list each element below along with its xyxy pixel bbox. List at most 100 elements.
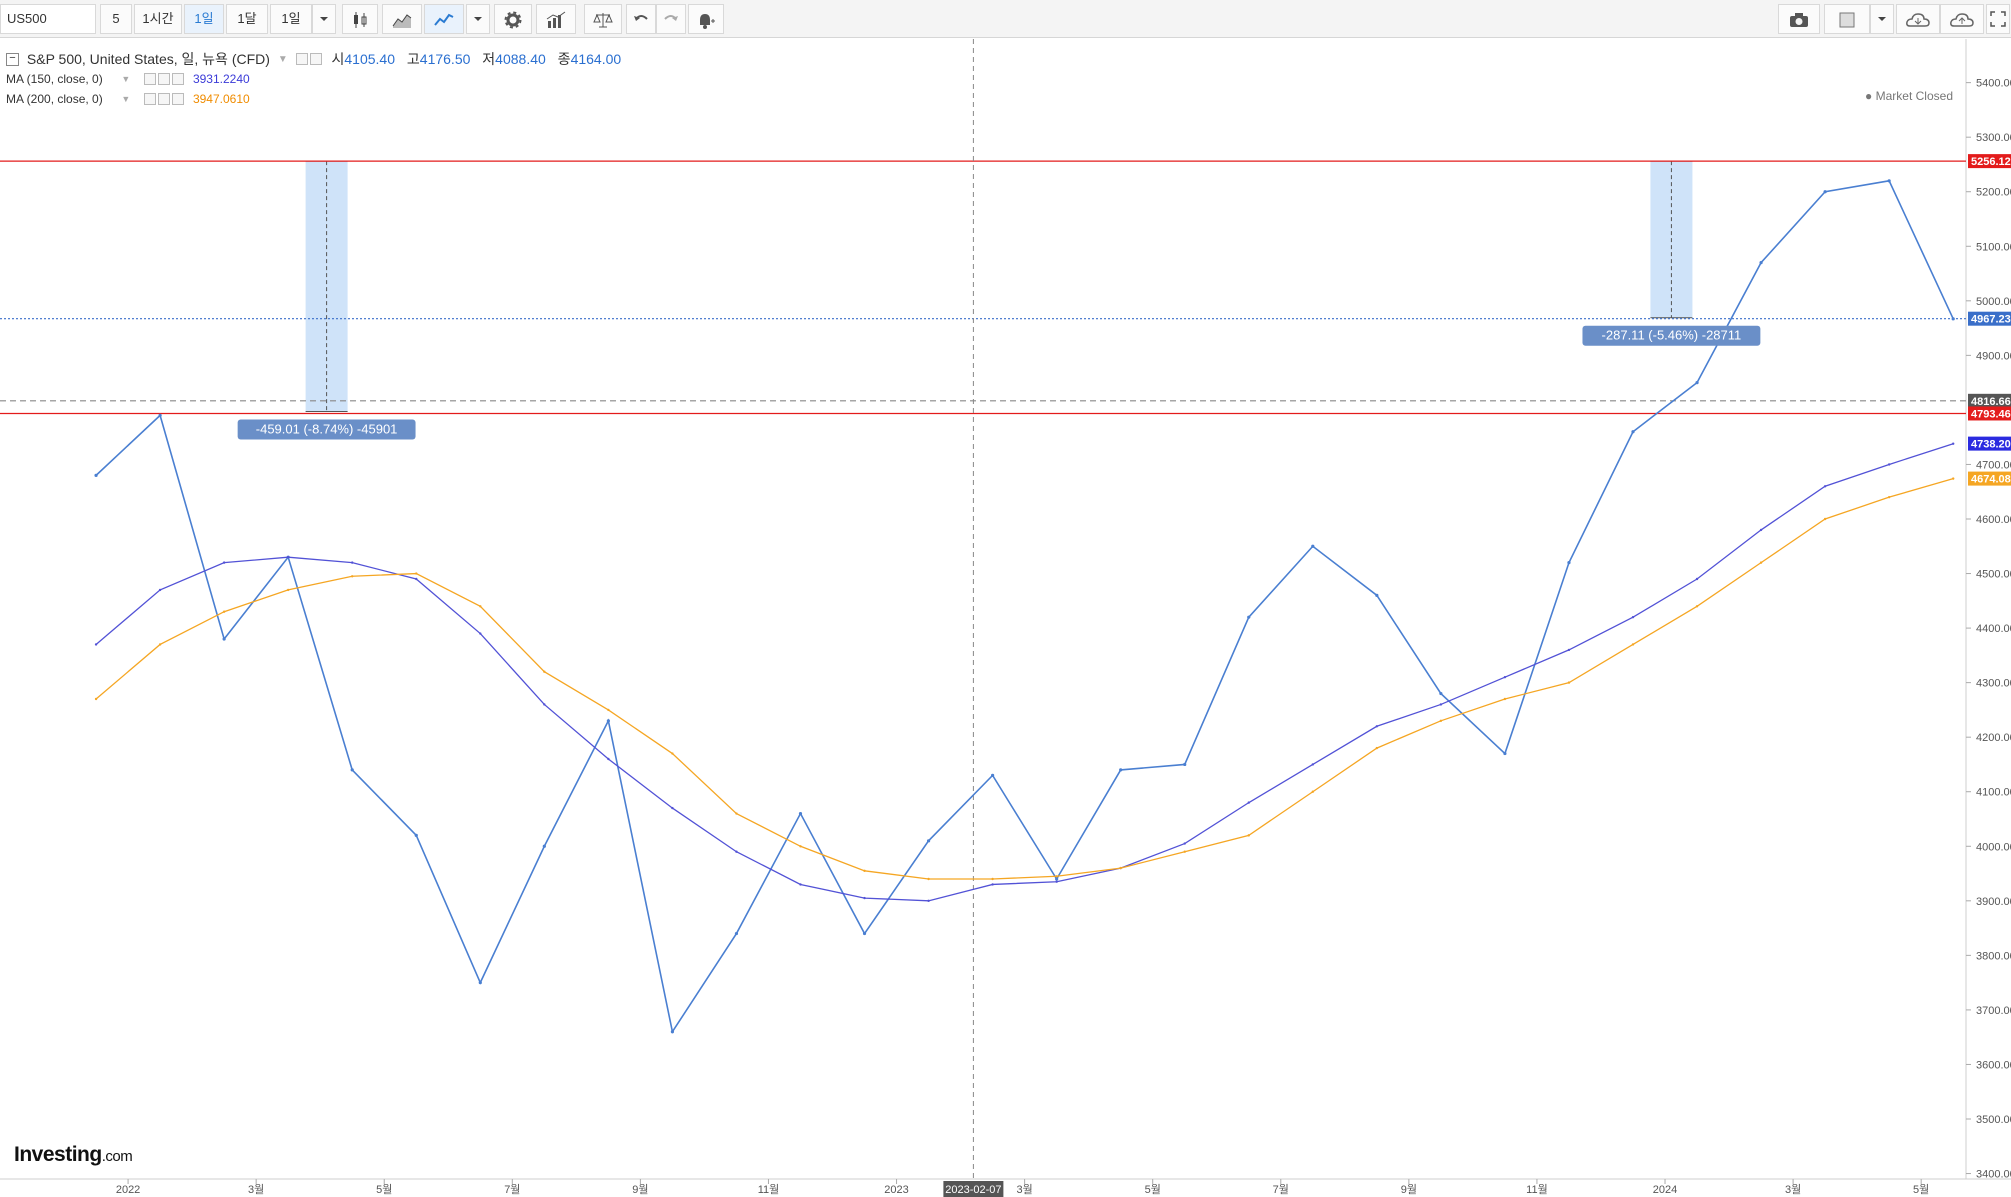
compare-button[interactable] [584,4,622,34]
y-tick-label: 3600.00 [1976,1059,2011,1071]
ma150-value: 3931.2240 [192,71,250,86]
open-label: 시 [331,51,345,67]
candlestick-button[interactable] [342,4,378,34]
x-tick-label: 5월 [1145,1183,1161,1196]
x-tick-label: 2022 [116,1184,140,1196]
cloud-load-button[interactable] [1896,4,1940,34]
layout-dropdown-button[interactable] [1870,4,1894,34]
y-tick-label: 3700.00 [1976,1005,2011,1017]
ma200-value: 3947.0610 [192,91,250,106]
indicators-button[interactable] [536,4,576,34]
legend-dropdown-icon[interactable]: ▼ [277,53,288,65]
interval-1d-button[interactable]: 1일 [184,4,224,34]
measure-box [305,161,348,412]
undo-icon [634,15,648,21]
legend-dropdown-icon[interactable]: ▼ [121,73,131,84]
series-point [1759,261,1763,265]
close-icon[interactable] [171,92,184,105]
y-axis-panel [1966,39,2011,1197]
series-point [1375,725,1379,728]
legend-dropdown-icon[interactable]: ▼ [121,93,131,104]
alert-button[interactable] [688,4,724,34]
series-point [1503,697,1507,701]
series-point [1183,762,1187,767]
y-tick-label: 4000.00 [1976,841,2011,853]
price-label-box [1968,471,2011,486]
chart-area[interactable]: 5400.00 5300.00 5200.00 5100.00 5000.00 4900.… [0,39,2011,1197]
price-label-box [1968,436,2011,451]
series-point [222,637,226,641]
y-tick-label: 3500.00 [1976,1114,2011,1126]
interval-select[interactable]: 1일 [270,4,312,34]
series-point [1439,719,1443,723]
series-point [671,806,674,810]
series-point [734,931,739,936]
series-point [1119,866,1122,870]
collapse-icon[interactable]: − [6,52,19,66]
series-point [1567,648,1571,652]
cloud-save-button[interactable] [1940,4,1984,34]
x-tick-label: 9월 [632,1183,648,1196]
x-tick-label: 11월 [758,1183,780,1196]
screenshot-button[interactable] [1778,4,1820,34]
area-chart-button[interactable] [382,4,422,34]
x-tick-label: 11월 [1526,1183,1548,1196]
series-line [95,443,1954,902]
close-icon[interactable] [171,72,184,85]
layout-button[interactable] [1824,4,1870,34]
eye-icon[interactable] [143,72,156,85]
series-point [1759,561,1763,564]
series-point [1055,880,1058,883]
eye-icon[interactable] [295,53,308,65]
series-point [1823,190,1827,194]
series-point [1823,485,1827,488]
y-tick-label: 5200.00 [1976,187,2011,199]
interval-1mo-button[interactable]: 1달 [226,4,268,34]
series-point [1183,850,1186,853]
x-tick-label: 5월 [376,1183,392,1196]
price-label-box [1968,393,2011,408]
series-point [1759,528,1763,532]
square-icon [1839,12,1855,28]
settings-button[interactable] [494,4,532,34]
series-point [94,473,98,477]
interval-1h-button[interactable]: 1시간 [134,4,182,34]
price-chart[interactable]: 5400.00 5300.00 5200.00 5100.00 5000.00 4900.… [0,39,2011,1197]
series-point [1631,615,1635,619]
line-chart-button[interactable] [424,4,464,34]
series-point [1311,544,1315,548]
series-point [1311,763,1315,766]
x-tick-label: 7월 [504,1183,520,1196]
series-point [479,605,482,608]
price-label: 5256.12 [1971,156,2011,168]
legend-title: S&P 500, United States, 일, 뉴욕 (CFD) [26,51,270,67]
series-point [158,588,162,592]
series-point [1055,877,1059,881]
series-point [1439,703,1443,706]
series-point [1375,746,1379,750]
y-tick-label: 4300.00 [1976,678,2011,690]
series-point [350,768,354,772]
measure-label-box [1582,325,1761,346]
interval-dropdown-button[interactable] [312,4,336,34]
fullscreen-icon [1990,11,2006,27]
undo-button[interactable] [626,4,656,34]
eye-icon[interactable] [143,92,156,105]
series-point [927,899,930,903]
settings-icon[interactable] [157,72,170,85]
chart-type-dropdown-button[interactable] [466,4,490,34]
fullscreen-button[interactable] [1986,4,2010,34]
settings-icon[interactable] [309,53,322,65]
logo-suffix: .com [101,1148,133,1165]
close-value: 4164.00 [570,51,622,67]
y-tick-label: 4900.00 [1976,350,2011,362]
interval-5-button[interactable]: 5 [100,4,132,34]
bell-plus-icon [700,14,715,29]
symbol-input[interactable]: US500 [0,4,96,34]
series-point [1887,495,1891,499]
redo-button[interactable] [656,4,686,34]
series-point [94,643,98,646]
settings-icon[interactable] [157,92,170,105]
series-point [479,632,482,635]
y-tick-label: 3900.00 [1976,896,2011,908]
